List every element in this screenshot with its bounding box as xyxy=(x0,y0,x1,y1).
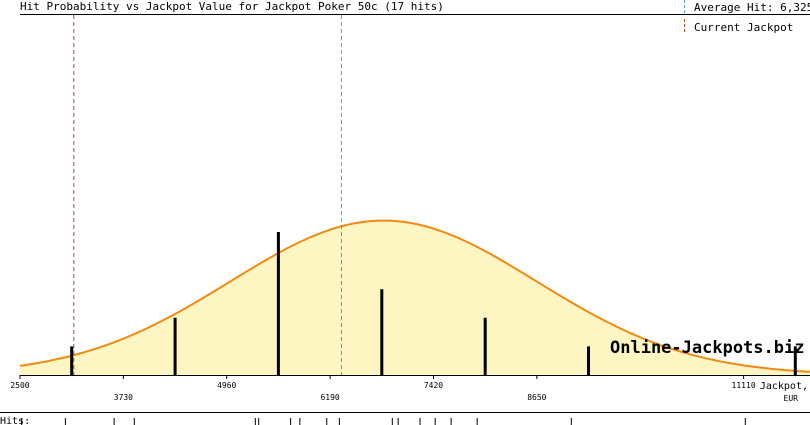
x-tick-label-4: 7420 xyxy=(424,381,443,390)
x-tick-label-2: 4960 xyxy=(217,381,236,390)
x-ticks: 2500 3730 4960 6190 7420 8650 11110 xyxy=(10,375,756,402)
legend-average-hit: Average Hit: 6,325 xyxy=(694,1,810,14)
probability-curve-area xyxy=(20,220,810,375)
bar-5 xyxy=(587,346,590,375)
bar-3 xyxy=(380,289,384,375)
x-tick-label-6: 11110 xyxy=(732,381,756,390)
x-tick-label-3: 6190 xyxy=(320,393,339,402)
x-tick-label-1: 3730 xyxy=(114,393,133,402)
bar-1 xyxy=(173,317,177,375)
bar-2 xyxy=(276,232,280,375)
x-tick-label-0: 2500 xyxy=(10,381,29,390)
bars xyxy=(70,232,797,375)
bar-6 xyxy=(793,346,797,375)
hits-label: Hits: xyxy=(0,416,30,425)
x-axis-label: Jackpot, xyxy=(760,381,808,392)
probability-curve xyxy=(19,219,810,373)
chart-title: Hit Probability vs Jackpot Value for Jac… xyxy=(20,0,444,13)
x-tick-label-5: 8650 xyxy=(527,393,546,402)
legend-current-jackpot: Current Jackpot xyxy=(694,21,793,34)
x-axis-unit: EUR xyxy=(784,394,799,403)
bar-4 xyxy=(483,317,487,375)
bar-0 xyxy=(70,346,74,375)
hits-marks xyxy=(21,418,746,425)
watermark: Online-Jackpots.biz xyxy=(610,338,804,358)
